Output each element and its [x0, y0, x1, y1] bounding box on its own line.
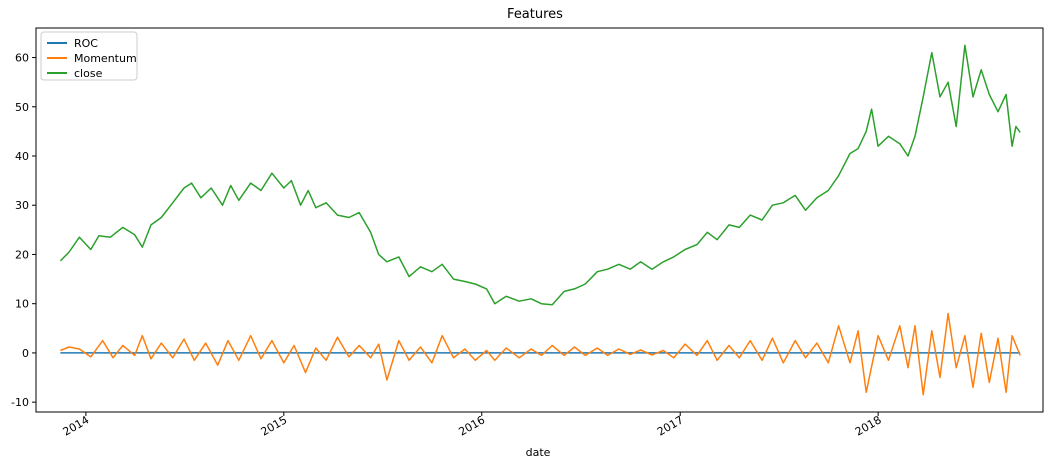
plot-frame: [35, 27, 1044, 413]
legend-label: ROC: [74, 37, 98, 50]
y-tick-label: 0: [22, 347, 29, 360]
y-tick-label: 50: [15, 101, 29, 114]
series-line-momentum: [60, 312, 1021, 396]
legend: ROC Momentum close: [40, 31, 138, 81]
y-tick-label: -10: [11, 396, 29, 409]
y-tick-label: 40: [15, 150, 29, 163]
y-tick-label: 10: [15, 298, 29, 311]
legend-label: Momentum: [74, 52, 137, 65]
x-axis-label: date: [526, 446, 551, 459]
y-tick-label: 60: [15, 52, 29, 65]
y-axis-ticks: -10 0 10 20 30 40 50 60: [11, 52, 36, 409]
y-tick-label: 20: [15, 248, 29, 261]
series-line-close: [59, 44, 1021, 306]
y-tick-label: 30: [15, 199, 29, 212]
chart-title: Features: [507, 7, 563, 22]
legend-label: close: [74, 67, 103, 80]
series-layer: [59, 44, 1021, 396]
